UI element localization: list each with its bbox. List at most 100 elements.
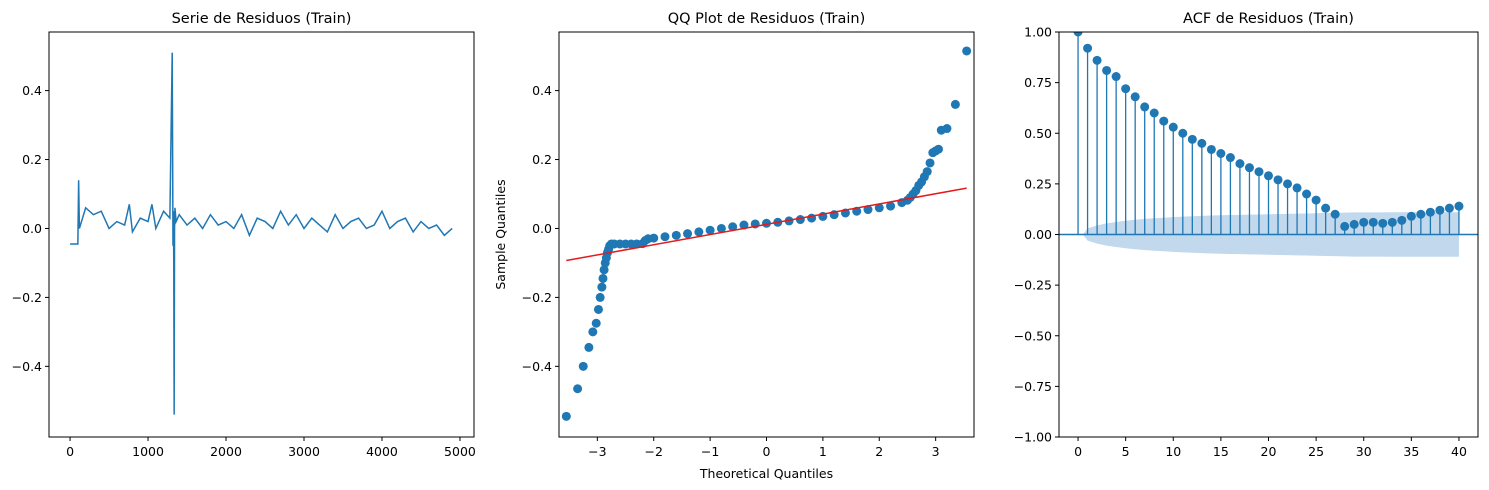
x-tick-label: 5000 — [444, 444, 476, 459]
chart-title: ACF de Residuos (Train) — [1183, 11, 1354, 27]
acf-marker — [1311, 195, 1321, 205]
y-axis-label: Sample Quantiles — [493, 179, 508, 289]
acf-marker — [1235, 159, 1245, 169]
acf-marker — [1264, 171, 1273, 181]
qq-point — [933, 144, 943, 154]
qq-point — [863, 205, 873, 215]
acf-marker — [1330, 209, 1340, 219]
acf-marker — [1425, 207, 1435, 217]
acf-marker — [1387, 217, 1397, 227]
plot-area — [561, 46, 972, 421]
y-tick-label: −0.50 — [1014, 328, 1052, 343]
x-tick-label: −1 — [701, 444, 719, 459]
qq-point — [886, 201, 896, 211]
y-tick-label: −1.00 — [1014, 430, 1052, 445]
panel-3: 0 5 10 15 20 25 30 35 40 −1.00 −0.75 −0.50 −0.25 0.00… — [1014, 11, 1479, 459]
acf-marker — [1321, 203, 1331, 213]
acf-marker — [1197, 138, 1207, 148]
y-tick-label: 0.75 — [1024, 75, 1052, 90]
x-tick-label: 40 — [1451, 444, 1467, 459]
y-tick-label: 0.00 — [1024, 227, 1052, 242]
x-tick-label: 25 — [1308, 444, 1324, 459]
acf-marker — [1092, 55, 1102, 65]
qq-point — [942, 124, 952, 134]
x-tick-label: −2 — [645, 444, 663, 459]
acf-marker — [1349, 219, 1359, 229]
y-tick-label: −0.75 — [1014, 379, 1052, 394]
x-tick-label: 2 — [875, 444, 883, 459]
x-tick-label: 15 — [1213, 444, 1229, 459]
y-tick-label: 1.00 — [1024, 25, 1052, 40]
acf-marker — [1397, 215, 1407, 225]
x-tick-label: 20 — [1261, 444, 1277, 459]
x-tick-label: 30 — [1356, 444, 1372, 459]
acf-marker — [1254, 167, 1264, 177]
qq-point — [762, 218, 771, 228]
y-tick-label: 0.50 — [1024, 126, 1052, 141]
axes-frame — [558, 31, 975, 438]
x-tick-label: 0 — [1074, 444, 1082, 459]
acf-marker — [1111, 72, 1121, 82]
y-tick-label: 0.2 — [532, 152, 552, 167]
qq-point — [728, 222, 738, 232]
acf-marker — [1283, 179, 1293, 189]
qq-point — [591, 318, 601, 328]
x-tick-label: 3000 — [288, 444, 320, 459]
qq-point — [578, 361, 588, 371]
x-tick-label: 0 — [66, 444, 74, 459]
x-axis-label: Theoretical Quantiles — [699, 466, 833, 481]
y-tick-label: −0.4 — [522, 359, 552, 374]
qq-point — [660, 232, 670, 242]
qq-point — [593, 304, 603, 314]
plot-area — [1059, 32, 1478, 257]
y-tick-label: 0.25 — [1024, 176, 1052, 191]
acf-marker — [1216, 149, 1226, 158]
qq-point — [922, 167, 932, 177]
acf-marker — [1340, 221, 1350, 231]
x-tick-label: 0 — [763, 444, 771, 459]
chart-title: Serie de Residuos (Train) — [172, 11, 352, 27]
plot-area — [70, 52, 453, 415]
acf-marker — [1302, 189, 1312, 199]
acf-marker — [1444, 203, 1454, 213]
qq-point — [649, 233, 659, 243]
acf-marker — [1368, 217, 1378, 227]
x-tick-label: 2000 — [210, 444, 242, 459]
qq-point — [874, 203, 884, 213]
qq-point — [925, 158, 935, 168]
x-tick-label: 4000 — [366, 444, 398, 459]
qq-point — [599, 265, 609, 275]
acf-marker — [1292, 183, 1302, 193]
acf-marker — [1435, 205, 1445, 215]
acf-marker — [1406, 211, 1416, 221]
x-tick-label: 1000 — [132, 444, 164, 459]
x-tick-label: 3 — [932, 444, 940, 459]
acf-marker — [1187, 134, 1197, 144]
y-tick-label: −0.25 — [1014, 278, 1052, 293]
qq-point — [595, 292, 605, 302]
qq-point — [588, 327, 598, 337]
x-tick-label: 1 — [819, 444, 827, 459]
residual-series-line — [70, 52, 453, 415]
x-tick-label: 35 — [1403, 444, 1419, 459]
qq-point — [561, 411, 571, 421]
acf-marker — [1273, 175, 1283, 185]
acf-marker — [1149, 108, 1159, 118]
y-tick-label: 0.0 — [22, 221, 42, 236]
qq-point — [716, 223, 726, 233]
acf-marker — [1073, 32, 1083, 37]
qq-point — [584, 342, 594, 352]
y-tick-label: −0.2 — [12, 290, 42, 305]
chart-title: QQ Plot de Residuos (Train) — [668, 11, 866, 27]
acf-marker — [1130, 92, 1140, 102]
qq-point — [962, 46, 972, 56]
panel-1: 0 1000 2000 3000 4000 5000 −0.4 −0.2 0.0 0.2 0.4 Se… — [12, 11, 476, 459]
acf-marker — [1454, 201, 1464, 211]
acf-marker — [1244, 163, 1254, 173]
acf-marker — [1416, 209, 1426, 219]
acf-marker — [1178, 128, 1188, 138]
qq-point — [573, 384, 583, 394]
y-tick-label: 0.2 — [22, 152, 42, 167]
x-tick-label: 10 — [1165, 444, 1181, 459]
